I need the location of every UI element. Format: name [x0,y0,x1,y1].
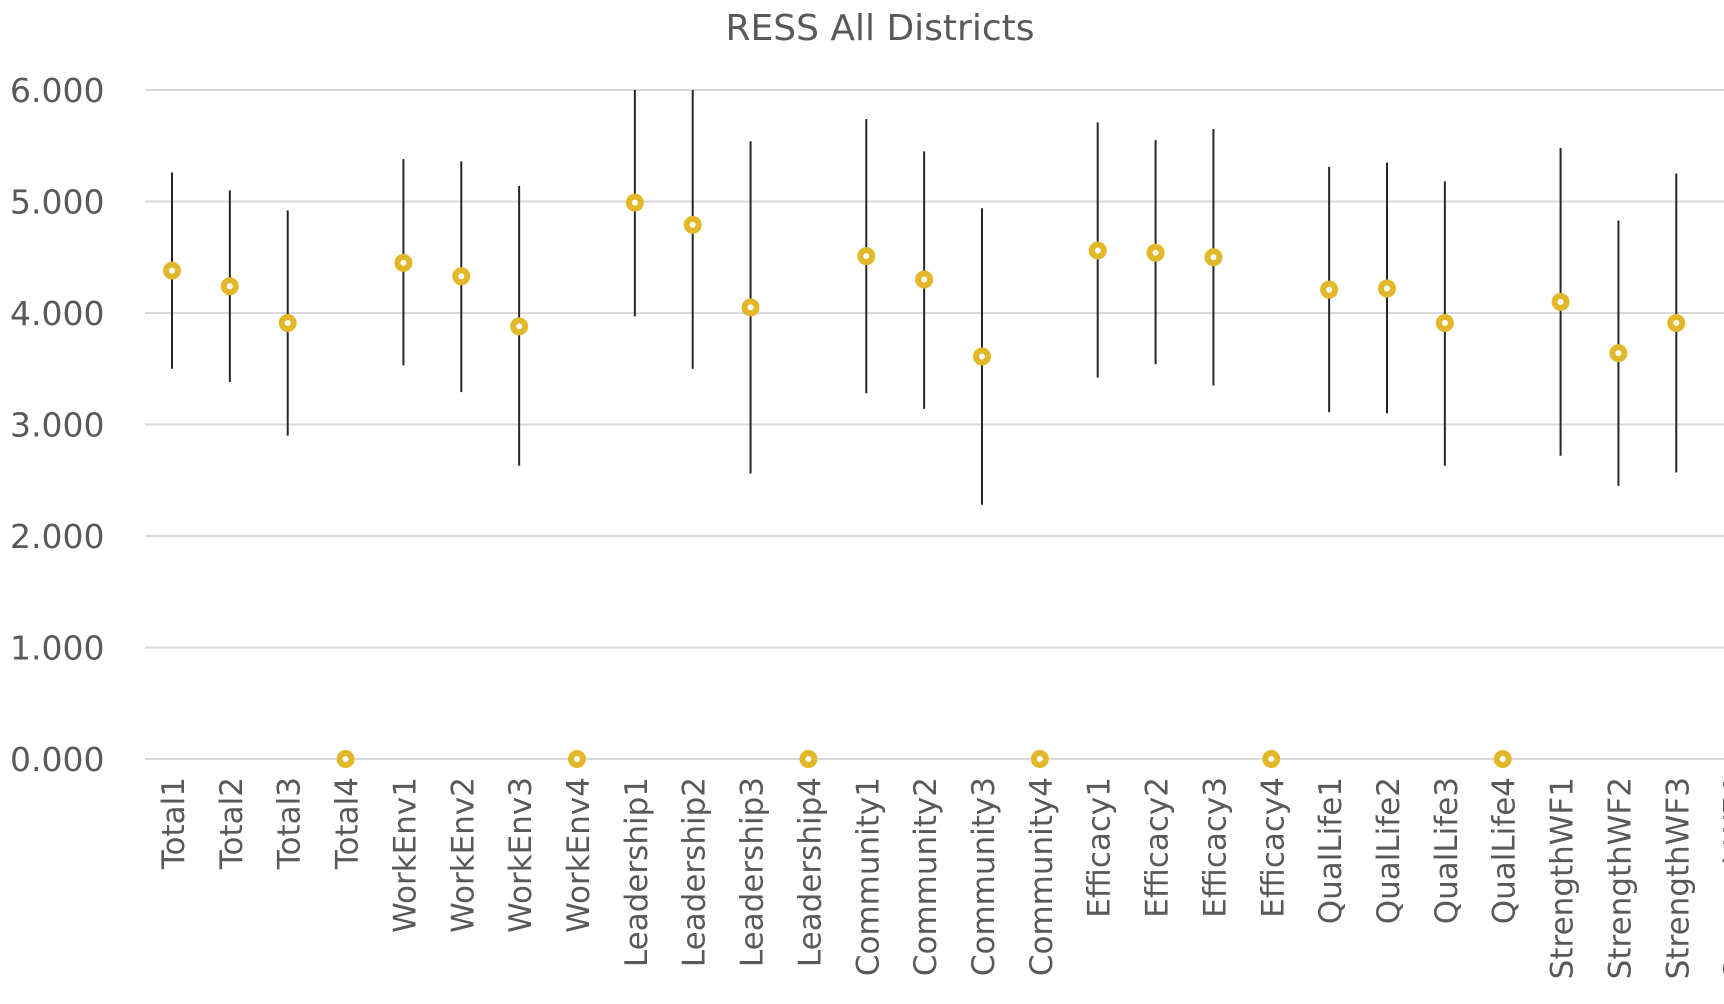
data-point [857,247,876,266]
data-point [1667,314,1686,333]
x-tick-label: StrengthWF4 [1718,777,1724,979]
x-tick-label: WorkEnv3 [503,777,539,933]
y-tick-label: 1.000 [10,629,104,668]
data-point [163,261,181,280]
x-tick-label: Leadership2 [677,777,713,967]
x-tick-label: Efficacy4 [1255,777,1291,918]
data-point [336,750,355,768]
data-point [1262,750,1281,768]
chart-title: RESS All Districts [725,8,1034,49]
data-point [394,253,413,272]
x-tick-label: StrengthWF3 [1660,777,1696,979]
x-tick-label: Efficacy2 [1140,777,1176,918]
x-tick-label: Efficacy3 [1197,777,1233,918]
x-tick-label: WorkEnv1 [387,777,423,933]
x-tick-label: Total3 [272,777,308,870]
y-tick-label: 5.000 [10,183,104,222]
x-tick-label: Total1 [156,777,192,870]
y-tick-label: 6.000 [10,71,104,110]
x-tick-label: Leadership4 [792,777,828,967]
x-tick-label: QualLife3 [1429,777,1465,924]
x-tick-label: Leadership1 [619,777,655,967]
data-point [568,750,586,768]
data-point [1204,248,1223,267]
data-point [510,317,529,336]
data-points [163,193,1686,768]
x-tick-label: Efficacy1 [1082,777,1118,918]
data-point [741,298,760,317]
gridlines [145,89,1724,760]
data-point [1435,314,1454,333]
x-tick-label: Community4 [1024,777,1060,976]
x-axis-ticks: Total1 Total2 Total3 Total4 WorkEnv1 WorkEnv2… [156,777,1724,979]
data-point [452,267,471,286]
data-point [799,750,818,768]
data-point [278,314,297,333]
x-tick-label: QualLife4 [1487,777,1523,924]
x-tick-label: Community3 [966,777,1002,976]
data-point [915,270,934,289]
x-tick-label: Leadership3 [735,777,771,967]
data-point [1551,292,1570,311]
x-tick-label: Community2 [908,777,944,976]
x-tick-label: QualLife1 [1313,777,1349,924]
y-axis-ticks: 0.000 1.000 2.000 3.000 4.000 5.000 6.000 [10,71,104,779]
x-tick-label: StrengthWF2 [1602,777,1638,979]
x-tick-label: StrengthWF1 [1545,777,1581,979]
data-point [1320,280,1339,299]
x-tick-label: Total2 [214,777,250,870]
x-tick-label: QualLife2 [1371,777,1407,924]
x-tick-label: Community1 [850,777,886,976]
y-tick-label: 4.000 [10,294,104,333]
data-point [683,215,702,234]
data-point [1493,750,1512,768]
data-point [625,193,644,212]
data-point [1146,243,1165,262]
y-tick-label: 0.000 [10,740,104,779]
x-tick-label: Total4 [330,777,366,870]
y-tick-label: 3.000 [10,406,104,445]
x-tick-label: WorkEnv2 [445,777,481,933]
data-point [1088,241,1107,260]
error-bars [171,90,1678,505]
data-point [973,347,991,366]
data-point [220,277,239,296]
y-tick-label: 2.000 [10,517,104,556]
data-point [1378,279,1396,298]
data-point [1030,750,1049,768]
data-point [1609,344,1628,363]
x-tick-label: WorkEnv4 [561,777,597,933]
